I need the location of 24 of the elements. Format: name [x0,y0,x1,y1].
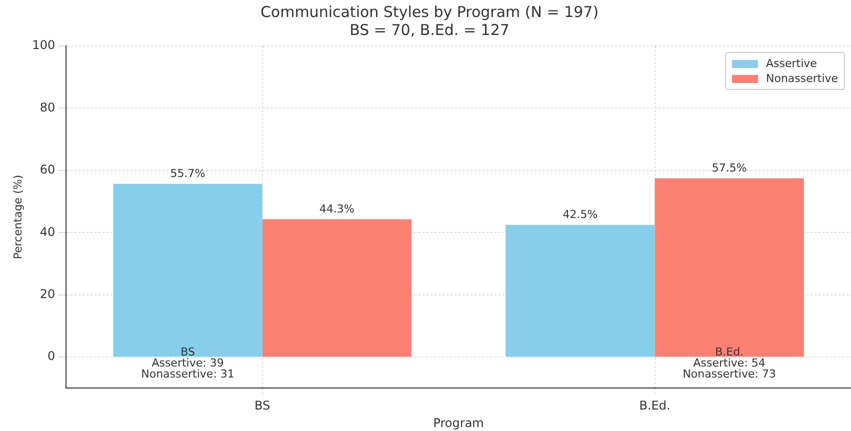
data-label: 42.5% [562,208,598,222]
chart-subtitle: BS = 70, B.Ed. = 127 [350,20,510,39]
annotation: B.Ed. Assertive: 54 Nonassertive: 73 [682,345,776,380]
bar [654,178,804,357]
y-tick-label: 100 [32,38,56,52]
x-tick-label: BS [254,398,270,413]
y-tick-label: 40 [40,224,56,239]
legend-label: Assertive [766,56,817,71]
y-tick-label: 0 [47,349,56,364]
bar [506,224,655,357]
bar [113,184,262,357]
bar [262,219,412,357]
chart-title: Communication Styles by Program (N = 197) [260,2,599,21]
x-axis-title: Program [433,416,484,430]
data-label: 44.3% [319,202,354,216]
y-tick-label: 60 [40,162,56,177]
annotation: BS Assertive: 39 Nonassertive: 31 [141,345,234,380]
legend-label: Nonassertive [766,71,838,86]
y-axis-title: Percentage (%) [11,174,24,260]
y-tick-label: 80 [40,100,56,114]
data-label: 57.5% [712,162,747,175]
y-tick-label: 20 [40,287,56,301]
data-label: 55.7% [170,167,206,180]
x-tick-label: B.Ed. [639,398,670,413]
